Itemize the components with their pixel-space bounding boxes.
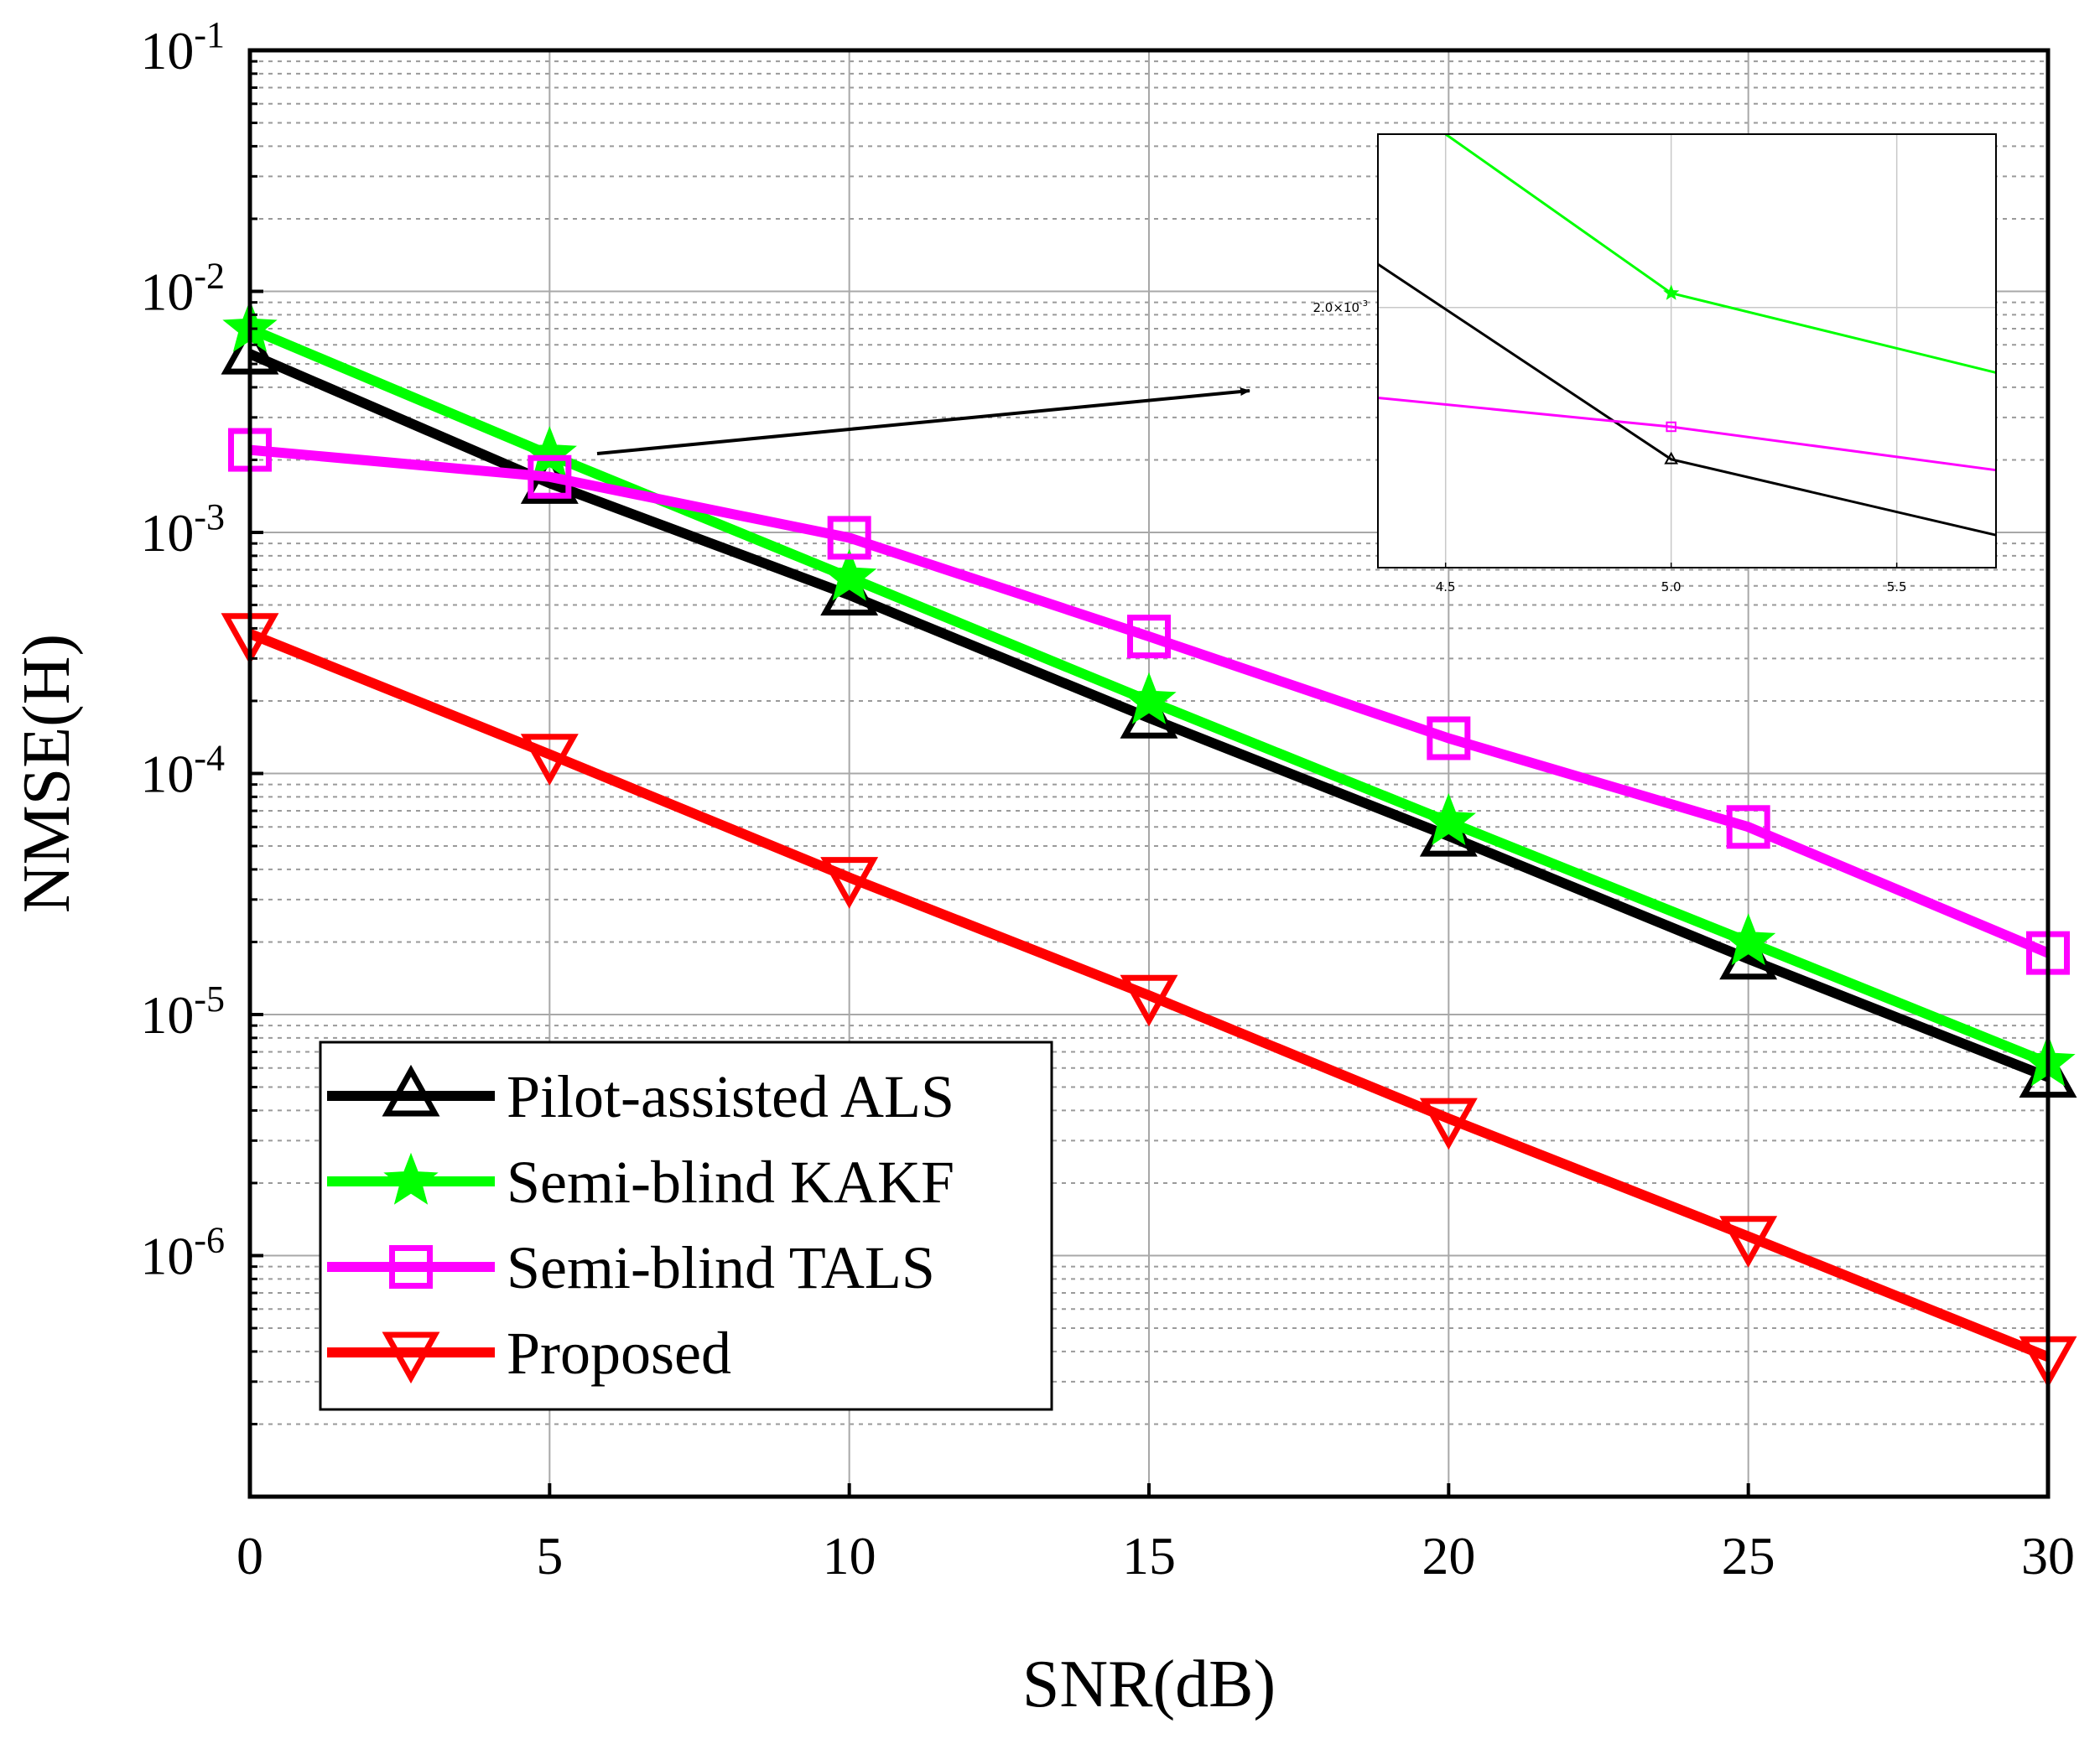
data-point [820, 857, 879, 909]
data-point [520, 734, 579, 786]
data-point [1121, 672, 1177, 724]
x-tick-label: 20 [1422, 1526, 1475, 1586]
x-tick-label: 25 [1722, 1526, 1775, 1586]
y-tick-label: 10-5 [140, 978, 225, 1045]
legend-label: Pilot-assisted ALS [507, 1063, 954, 1130]
inset-x-tick-label: 4.5 [1436, 579, 1456, 594]
legend-marker [389, 1245, 433, 1289]
data-point [822, 548, 877, 601]
inset-data-point [1663, 284, 1680, 300]
y-tick-label: 10-3 [140, 496, 225, 563]
series-line [247, 349, 2051, 1082]
data-point [1427, 716, 1471, 760]
inset-series-line [1377, 262, 1997, 537]
x-tick-label: 15 [1122, 1526, 1176, 1586]
legend: Pilot-assisted ALS Semi-blind KAKF Semi-bl… [319, 1041, 1053, 1411]
legend-marker [383, 1152, 439, 1205]
data-point [1721, 913, 1776, 966]
data-point [528, 454, 572, 499]
series-line [247, 629, 2051, 1362]
y-tick-label: 10-6 [140, 1220, 225, 1286]
data-point [1719, 1216, 1778, 1268]
inset-series-line [1377, 397, 1997, 472]
inset-data-point [1666, 421, 1676, 433]
legend-marker [382, 1331, 440, 1384]
y-tick-label: 10-2 [140, 256, 225, 322]
x-axis-title: SNR(dB) [1022, 1648, 1276, 1721]
y-axis-title: NMSE(H) [10, 634, 84, 913]
zoom-arrow [596, 387, 1250, 455]
y-tick-label: 10-4 [140, 738, 225, 804]
inset-x-tick-label: 5.0 [1661, 579, 1682, 594]
x-tick-label: 5 [536, 1526, 563, 1586]
data-point [827, 516, 871, 560]
inset-x-tick-label: 5.5 [1887, 579, 1907, 594]
legend-marker [382, 1064, 440, 1117]
data-point [1127, 615, 1171, 659]
inset-background [1378, 134, 1996, 568]
legend-label: Semi-blind KAKF [507, 1149, 954, 1216]
inset-frame [1377, 133, 1997, 568]
y-tick-label: 10-1 [140, 14, 225, 80]
data-point [1120, 974, 1178, 1027]
legend-label: Proposed [507, 1320, 731, 1387]
x-tick-label: 0 [237, 1526, 263, 1586]
series-line [249, 444, 2051, 958]
inset-data-point [1664, 451, 1679, 465]
x-tick-label: 10 [823, 1526, 876, 1586]
data-point [1419, 1098, 1478, 1150]
data-point [1726, 805, 1770, 849]
x-tick-label: 30 [2021, 1526, 2075, 1586]
axis-ticks: 0 5 10 15 20 25 30 10-1 10-2 10-3 10-4 10-5 10-6 [140, 14, 2075, 1586]
inset-zoom-plot: 4.5 5.0 5.5 2.0×10-3 [1313, 132, 1997, 594]
legend-label: Semi-blind TALS [507, 1234, 935, 1301]
data-point [1421, 792, 1476, 845]
inset-y-tick-label: 2.0×10-3 [1313, 299, 1369, 315]
data-point [522, 426, 577, 479]
